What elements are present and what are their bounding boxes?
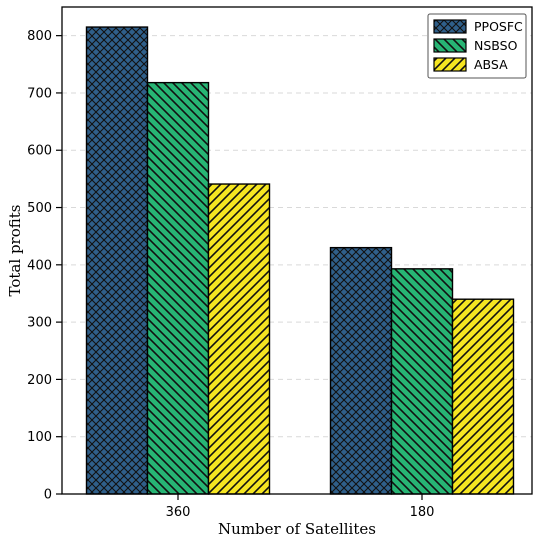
bars	[85, 26, 515, 495]
x-tick-label-360: 360	[166, 505, 191, 520]
bar-absa-360	[207, 183, 271, 495]
legend-label-nsbso: NSBSO	[474, 38, 518, 53]
legend: PPOSFC NSBSO ABSA	[427, 13, 527, 79]
plot-frame	[61, 6, 533, 495]
x-axis-ticks: 360 180	[166, 494, 435, 520]
y-tick-label-500: 500	[27, 201, 52, 216]
y-tick-label-800: 800	[27, 29, 52, 44]
y-axis-ticks: 0 100 200 300 400 500 600 700 800	[27, 29, 62, 503]
legend-swatch-absa	[433, 57, 467, 72]
legend-label-pposfc: PPOSFC	[474, 19, 523, 34]
legend-swatch-pposfc	[433, 19, 467, 34]
y-tick-label-200: 200	[27, 373, 52, 388]
y-axis-title: Total profits	[6, 205, 24, 297]
y-tick-label-400: 400	[27, 258, 52, 273]
bar-absa-180	[451, 298, 515, 495]
bar-nsbso-360	[146, 81, 210, 495]
y-tick-label-300: 300	[27, 316, 52, 331]
bar-nsbso-180	[390, 268, 454, 495]
y-tick-label-700: 700	[27, 86, 52, 101]
y-tick-label-0: 0	[44, 488, 52, 503]
x-tick-label-180: 180	[410, 505, 435, 520]
x-axis-title: Number of Satellites	[218, 520, 376, 538]
legend-label-absa: ABSA	[474, 57, 508, 72]
y-tick-label-600: 600	[27, 144, 52, 159]
bar-pposfc-360	[85, 26, 149, 495]
bar-pposfc-180	[329, 246, 393, 495]
y-tick-label-100: 100	[27, 430, 52, 445]
legend-swatch-nsbso	[433, 38, 467, 53]
